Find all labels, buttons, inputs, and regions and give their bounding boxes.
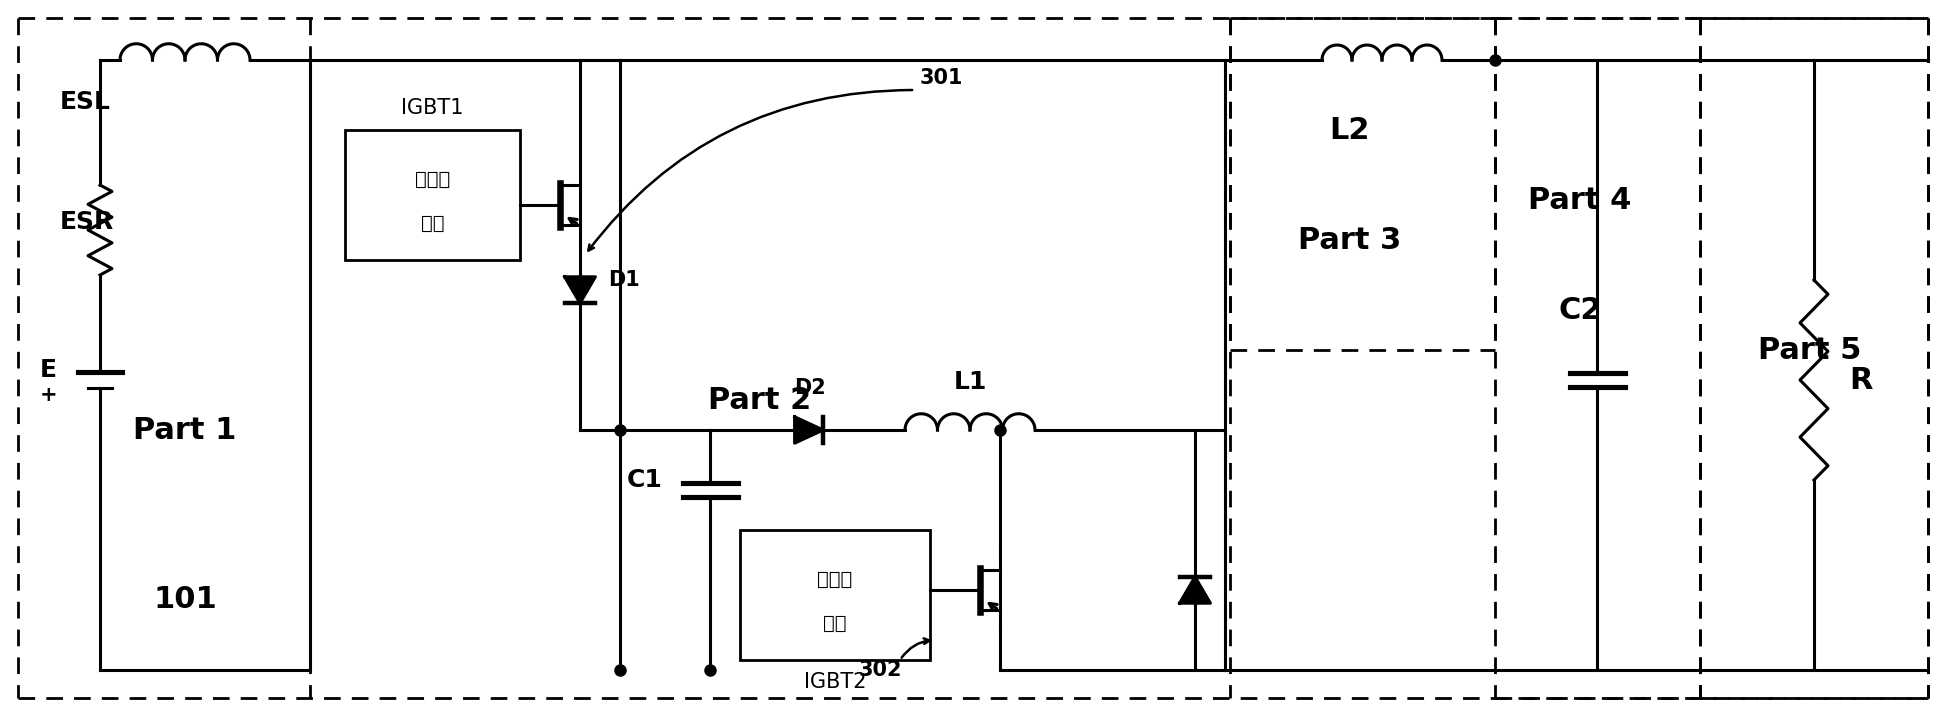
Text: C1: C1 xyxy=(627,468,664,492)
Text: Part 1: Part 1 xyxy=(134,415,237,445)
Bar xyxy=(344,130,520,260)
Text: IGBT1: IGBT1 xyxy=(401,98,463,118)
Text: E: E xyxy=(41,358,56,382)
Polygon shape xyxy=(564,277,595,303)
Text: R: R xyxy=(1849,365,1872,395)
Bar xyxy=(739,530,930,660)
Text: 301: 301 xyxy=(920,68,963,88)
Text: Part 3: Part 3 xyxy=(1298,226,1401,254)
Text: 电池管: 电池管 xyxy=(817,570,852,589)
Polygon shape xyxy=(794,417,823,443)
Text: 理器: 理器 xyxy=(823,614,847,633)
Text: +: + xyxy=(41,385,58,405)
Text: Part 2: Part 2 xyxy=(708,385,811,415)
Polygon shape xyxy=(1179,577,1210,603)
Text: C2: C2 xyxy=(1559,296,1602,324)
Text: Part 4: Part 4 xyxy=(1528,185,1631,215)
Text: L1: L1 xyxy=(954,370,987,394)
Text: 101: 101 xyxy=(154,586,216,614)
Text: D1: D1 xyxy=(607,270,640,290)
Text: L2: L2 xyxy=(1329,115,1370,145)
Text: 理器: 理器 xyxy=(420,214,444,233)
Text: ESR: ESR xyxy=(60,210,115,234)
Text: D2: D2 xyxy=(794,378,825,398)
Text: Part 5: Part 5 xyxy=(1759,336,1862,364)
Text: 302: 302 xyxy=(858,660,901,680)
Text: IGBT2: IGBT2 xyxy=(804,672,866,692)
Text: 电池管: 电池管 xyxy=(414,170,450,189)
Text: ESL: ESL xyxy=(60,90,111,114)
